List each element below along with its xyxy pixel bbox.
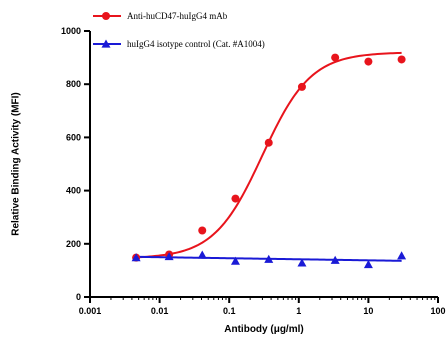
legend-label-series-2: huIgG4 isotype control (Cat. #A1004) <box>127 39 265 49</box>
data-point-series-2 <box>197 250 207 259</box>
data-point-series-2 <box>230 256 240 265</box>
y-tick-label: 600 <box>66 132 81 142</box>
data-point-series-1 <box>297 82 306 91</box>
data-point-series-1 <box>331 53 340 62</box>
data-point-series-1 <box>397 55 406 64</box>
data-point-series-1 <box>231 194 240 203</box>
y-tick-label: 800 <box>66 79 81 89</box>
y-tick-label: 400 <box>66 186 81 196</box>
y-tick-label: 0 <box>76 292 81 302</box>
x-tick-label: 0.1 <box>223 306 236 316</box>
data-point-series-2 <box>397 251 407 260</box>
legend-label-series-1: Anti-huCD47-huIgG4 mAb <box>127 11 228 21</box>
y-tick-label: 1000 <box>61 26 81 36</box>
x-axis-title: Antibody (μg/ml) <box>224 324 303 335</box>
legend-marker-series-2 <box>101 39 111 48</box>
data-point-series-2 <box>297 258 307 267</box>
x-tick-label: 10 <box>363 306 373 316</box>
data-points <box>131 53 407 269</box>
ticks: 0 200 400 600 800 1000 0.001 0.01 0.1 1 10 100 <box>61 26 446 316</box>
data-point-series-1 <box>198 226 207 235</box>
fit-curves <box>136 51 402 262</box>
data-point-series-2 <box>131 253 141 262</box>
data-point-series-1 <box>364 57 373 66</box>
data-point-series-2 <box>264 254 274 263</box>
legend: Anti-huCD47-huIgG4 mAb huIgG4 isotype con… <box>93 11 265 49</box>
x-tick-label: 100 <box>430 306 445 316</box>
y-axis-title: Relative Binding Activity (MFI) <box>11 92 22 236</box>
x-tick-label: 0.01 <box>151 306 169 316</box>
data-point-series-2 <box>363 260 373 269</box>
x-tick-label: 1 <box>296 306 301 316</box>
data-point-series-1 <box>264 138 273 147</box>
legend-marker-series-1 <box>102 12 110 20</box>
fit-curve-series-1 <box>136 51 402 259</box>
data-point-series-2 <box>330 255 340 264</box>
y-tick-label: 200 <box>66 239 81 249</box>
data-point-series-2 <box>164 252 174 261</box>
x-tick-label: 0.001 <box>79 306 102 316</box>
axes <box>89 31 438 298</box>
